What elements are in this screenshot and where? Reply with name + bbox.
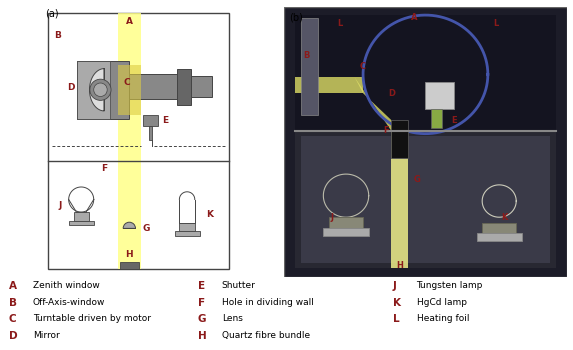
Polygon shape: [329, 217, 363, 228]
Polygon shape: [118, 161, 141, 269]
Polygon shape: [425, 83, 454, 110]
Polygon shape: [178, 69, 191, 105]
Text: E: E: [198, 281, 205, 291]
Text: J: J: [331, 213, 333, 222]
Polygon shape: [323, 228, 369, 236]
Text: C: C: [124, 78, 130, 86]
Polygon shape: [118, 13, 141, 161]
Text: D: D: [67, 83, 74, 92]
Text: Mirror: Mirror: [33, 331, 60, 340]
Polygon shape: [73, 212, 89, 221]
Polygon shape: [89, 69, 104, 111]
Text: K: K: [502, 213, 508, 222]
Polygon shape: [148, 126, 152, 140]
Polygon shape: [295, 131, 556, 268]
Text: Hole in dividing wall: Hole in dividing wall: [222, 298, 313, 307]
Text: Lens: Lens: [222, 314, 242, 323]
Polygon shape: [477, 233, 522, 242]
Polygon shape: [295, 77, 363, 93]
Text: F: F: [383, 126, 388, 135]
Polygon shape: [295, 15, 556, 131]
Polygon shape: [129, 75, 178, 99]
Text: L: L: [393, 314, 399, 324]
Polygon shape: [143, 115, 158, 126]
Text: E: E: [451, 116, 457, 125]
Polygon shape: [355, 77, 403, 131]
Polygon shape: [120, 262, 139, 269]
Polygon shape: [482, 223, 516, 233]
Wedge shape: [123, 222, 135, 229]
Text: J: J: [58, 201, 62, 210]
Text: D: D: [9, 331, 17, 341]
Circle shape: [90, 79, 111, 100]
Text: (a): (a): [45, 9, 58, 19]
Text: F: F: [101, 164, 107, 173]
Circle shape: [94, 83, 107, 97]
Text: Turntable driven by motor: Turntable driven by motor: [33, 314, 151, 323]
Text: D: D: [388, 89, 395, 98]
Text: B: B: [9, 298, 17, 308]
Polygon shape: [179, 223, 195, 231]
Text: L: L: [494, 19, 499, 28]
Text: Shutter: Shutter: [222, 281, 256, 290]
Polygon shape: [175, 231, 199, 236]
Text: H: H: [125, 250, 133, 259]
Polygon shape: [431, 110, 442, 128]
Text: G: G: [198, 314, 206, 324]
Text: C: C: [360, 62, 366, 71]
Text: J: J: [393, 281, 397, 291]
Text: G: G: [414, 175, 421, 184]
Text: A: A: [126, 16, 133, 26]
Text: Off-Axis-window: Off-Axis-window: [33, 298, 105, 307]
Polygon shape: [391, 120, 409, 158]
Text: F: F: [198, 298, 205, 308]
Polygon shape: [284, 7, 567, 276]
Polygon shape: [118, 65, 141, 115]
Text: Quartz fibre bundle: Quartz fibre bundle: [222, 331, 310, 340]
Text: H: H: [198, 331, 206, 341]
Text: E: E: [162, 116, 168, 125]
Text: K: K: [393, 298, 401, 308]
Polygon shape: [191, 76, 212, 97]
Text: Zenith window: Zenith window: [33, 281, 99, 290]
Polygon shape: [77, 61, 129, 119]
Text: Tungsten lamp: Tungsten lamp: [417, 281, 483, 290]
Text: L: L: [337, 19, 343, 28]
Text: B: B: [54, 32, 61, 40]
Polygon shape: [301, 136, 550, 263]
Text: C: C: [9, 314, 16, 324]
Text: A: A: [9, 281, 17, 291]
Text: B: B: [303, 51, 309, 60]
Text: G: G: [143, 224, 150, 233]
Polygon shape: [301, 18, 317, 115]
Text: HgCd lamp: HgCd lamp: [417, 298, 466, 307]
Text: K: K: [206, 210, 213, 219]
Polygon shape: [69, 221, 94, 225]
Text: Heating foil: Heating foil: [417, 314, 469, 323]
Text: H: H: [397, 261, 403, 270]
Polygon shape: [77, 61, 110, 119]
Polygon shape: [391, 131, 409, 268]
Text: (b): (b): [289, 12, 303, 22]
Text: A: A: [411, 13, 417, 22]
